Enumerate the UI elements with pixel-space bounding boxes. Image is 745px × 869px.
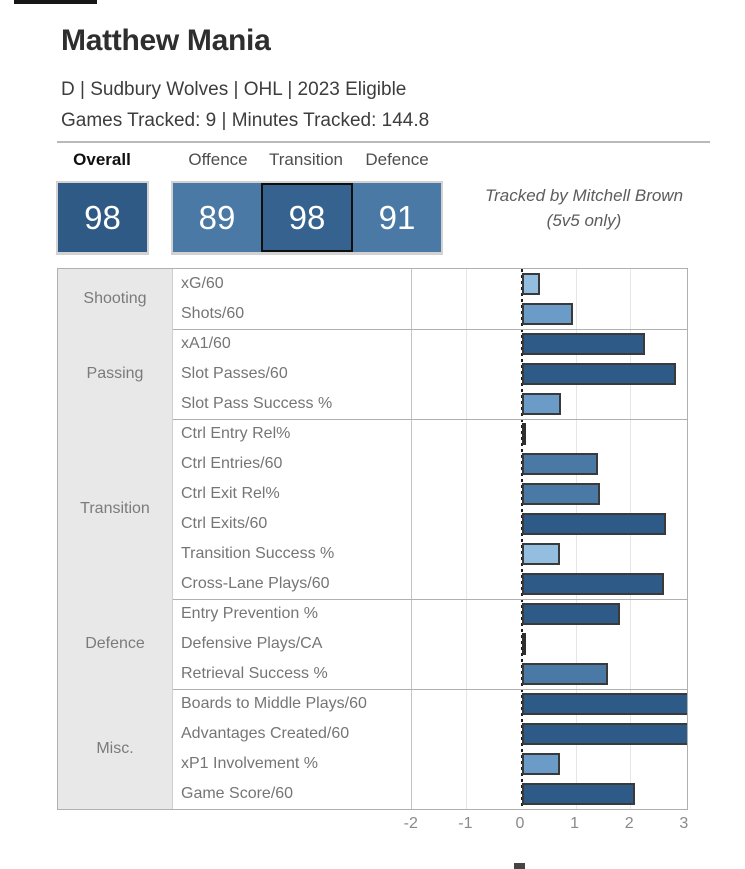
- clipped-top-element: [14, 0, 97, 4]
- metric-label: Ctrl Entries/60: [181, 449, 282, 479]
- x-tick-2: 2: [625, 815, 634, 833]
- bar-boards-to-middle-plays-60[interactable]: [522, 693, 688, 715]
- page-title: Matthew Mania: [61, 24, 270, 58]
- metric-label: Retrieval Success %: [181, 659, 328, 689]
- offence-score-value: 89: [199, 199, 236, 237]
- player-info: D | Sudbury Wolves | OHL | 2023 Eligible: [61, 79, 406, 101]
- bar-xg-60[interactable]: [522, 273, 540, 295]
- defence-score-box[interactable]: 91: [353, 183, 441, 252]
- credit-line-1: Tracked by Mitchell Brown: [485, 183, 683, 208]
- bar-ctrl-exit-rel-[interactable]: [522, 483, 600, 505]
- bar-shots-60[interactable]: [522, 303, 573, 325]
- bar-defensive-plays-ca[interactable]: [522, 633, 526, 655]
- overall-score-value: 98: [84, 199, 121, 237]
- plot-left-border: [411, 269, 412, 809]
- metric-label: xP1 Involvement %: [181, 749, 318, 779]
- category-cell-misc: Misc.: [58, 689, 173, 809]
- offence-score-box[interactable]: 89: [173, 183, 261, 252]
- transition-score-box[interactable]: 98: [261, 183, 353, 252]
- metric-label: Entry Prevention %: [181, 599, 318, 629]
- x-tick--2: -2: [404, 815, 418, 833]
- category-cell-shooting: Shooting: [58, 269, 173, 329]
- player-tracking-card: Matthew Mania D | Sudbury Wolves | OHL |…: [0, 0, 745, 869]
- bar-slot-pass-success-[interactable]: [522, 393, 561, 415]
- bar-ctrl-exits-60[interactable]: [522, 513, 666, 535]
- metric-label: Advantages Created/60: [181, 719, 349, 749]
- tab-transition[interactable]: Transition: [269, 150, 343, 170]
- bar-xp1-involvement-[interactable]: [522, 753, 560, 775]
- metric-label: Ctrl Entry Rel%: [181, 419, 290, 449]
- metric-label: Shots/60: [181, 299, 244, 329]
- gridline-x-1: [466, 269, 467, 809]
- bar-advantages-created-60[interactable]: [522, 723, 688, 745]
- tracking-info: Games Tracked: 9 | Minutes Tracked: 144.…: [61, 110, 429, 132]
- x-tick--1: -1: [458, 815, 472, 833]
- bar-cross-lane-plays-60[interactable]: [522, 573, 664, 595]
- bar-retrieval-success-[interactable]: [522, 663, 608, 685]
- bar-transition-success-[interactable]: [522, 543, 560, 565]
- stats-bar-chart: ShootingxG/60Shots/60PassingxA1/60Slot P…: [57, 268, 688, 810]
- bar-entry-prevention-[interactable]: [522, 603, 620, 625]
- category-cell-defence: Defence: [58, 599, 173, 689]
- transition-score-value: 98: [289, 199, 326, 237]
- x-tick-1: 1: [570, 815, 579, 833]
- divider: [57, 141, 710, 143]
- category-cell-passing: Passing: [58, 329, 173, 419]
- metric-label: Game Score/60: [181, 779, 293, 809]
- metric-label: Slot Pass Success %: [181, 389, 332, 419]
- metric-label: xG/60: [181, 269, 224, 299]
- metric-label: xA1/60: [181, 329, 231, 359]
- credit-note: Tracked by Mitchell Brown (5v5 only): [485, 183, 683, 233]
- x-tick-0: 0: [516, 815, 525, 833]
- metric-label: Defensive Plays/CA: [181, 629, 322, 659]
- tab-defence[interactable]: Defence: [365, 150, 428, 170]
- tab-overall[interactable]: Overall: [73, 150, 131, 170]
- overall-score-box[interactable]: 98: [56, 181, 149, 255]
- metric-label: Transition Success %: [181, 539, 334, 569]
- bar-game-score-60[interactable]: [522, 783, 635, 805]
- bar-slot-passes-60[interactable]: [522, 363, 676, 385]
- credit-line-2: (5v5 only): [485, 208, 683, 233]
- tab-offence[interactable]: Offence: [188, 150, 247, 170]
- defence-score-value: 91: [379, 199, 416, 237]
- bar-xa1-60[interactable]: [522, 333, 645, 355]
- x-tick-3: 3: [679, 815, 688, 833]
- score-strip: 89 98 91: [171, 181, 443, 255]
- bar-ctrl-entry-rel-[interactable]: [522, 423, 526, 445]
- metric-label: Cross-Lane Plays/60: [181, 569, 330, 599]
- category-cell-transition: Transition: [58, 419, 173, 599]
- metric-label: Slot Passes/60: [181, 359, 288, 389]
- metric-label: Boards to Middle Plays/60: [181, 689, 367, 719]
- x-axis: -2 -1 0 1 2 3: [57, 815, 686, 837]
- clipped-axis-title: [514, 863, 525, 869]
- metric-label: Ctrl Exit Rel%: [181, 479, 280, 509]
- metric-label: Ctrl Exits/60: [181, 509, 267, 539]
- bar-ctrl-entries-60[interactable]: [522, 453, 598, 475]
